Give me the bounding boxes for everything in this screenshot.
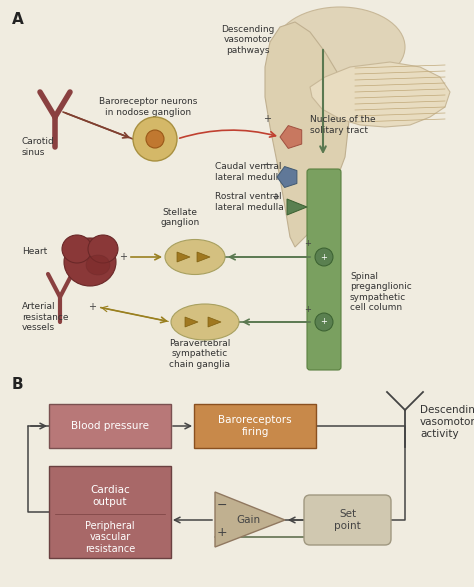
- Text: Caudal ventral
lateral medulla: Caudal ventral lateral medulla: [215, 162, 284, 182]
- Ellipse shape: [64, 238, 116, 286]
- Text: Descending
vasomotor
pathways: Descending vasomotor pathways: [221, 25, 275, 55]
- Ellipse shape: [165, 239, 225, 275]
- Text: Arterial
resistance
vessels: Arterial resistance vessels: [22, 302, 69, 332]
- Text: Paravertebral
sympathetic
chain ganglia: Paravertebral sympathetic chain ganglia: [169, 339, 231, 369]
- Text: Blood pressure: Blood pressure: [71, 421, 149, 431]
- Ellipse shape: [86, 255, 110, 275]
- Text: Descending
vasomotor
activity: Descending vasomotor activity: [420, 406, 474, 438]
- Text: A: A: [12, 12, 24, 27]
- FancyBboxPatch shape: [194, 404, 316, 448]
- Text: Heart: Heart: [22, 248, 47, 257]
- Text: Gain: Gain: [236, 515, 260, 525]
- Circle shape: [315, 248, 333, 266]
- Circle shape: [315, 313, 333, 331]
- Text: Baroreceptor neurons
in nodose ganglion: Baroreceptor neurons in nodose ganglion: [99, 97, 197, 117]
- Polygon shape: [197, 252, 210, 262]
- Text: Peripheral
vascular
resistance: Peripheral vascular resistance: [85, 521, 135, 554]
- Text: Nucleus of the
solitary tract: Nucleus of the solitary tract: [310, 115, 375, 134]
- Polygon shape: [265, 22, 350, 247]
- Polygon shape: [177, 252, 190, 262]
- FancyBboxPatch shape: [49, 466, 171, 558]
- Text: Cardiac
output: Cardiac output: [90, 485, 130, 507]
- Text: +: +: [88, 302, 96, 312]
- Text: Rostral ventral
lateral medulla: Rostral ventral lateral medulla: [215, 193, 284, 212]
- Polygon shape: [287, 199, 307, 215]
- Text: −: −: [264, 160, 273, 170]
- Ellipse shape: [171, 304, 239, 340]
- Text: +: +: [305, 305, 311, 313]
- Text: Carotid
sinus: Carotid sinus: [22, 137, 55, 157]
- Text: +: +: [320, 318, 328, 326]
- Text: Set
point: Set point: [334, 509, 361, 531]
- Text: +: +: [320, 252, 328, 261]
- FancyBboxPatch shape: [307, 169, 341, 370]
- Text: +: +: [271, 192, 279, 202]
- Ellipse shape: [275, 7, 405, 87]
- Ellipse shape: [62, 235, 92, 263]
- Text: −: −: [217, 498, 227, 511]
- Text: +: +: [305, 238, 311, 248]
- Text: +: +: [263, 114, 271, 124]
- Text: +: +: [217, 527, 228, 539]
- Text: B: B: [12, 377, 24, 392]
- Polygon shape: [215, 492, 285, 547]
- Circle shape: [146, 130, 164, 148]
- FancyBboxPatch shape: [304, 495, 391, 545]
- FancyBboxPatch shape: [49, 404, 171, 448]
- Polygon shape: [208, 317, 221, 327]
- Polygon shape: [310, 62, 450, 127]
- Ellipse shape: [88, 235, 118, 263]
- Text: Baroreceptors
firing: Baroreceptors firing: [218, 415, 292, 437]
- Text: Stellate
ganglion: Stellate ganglion: [160, 208, 200, 227]
- Text: +: +: [119, 252, 127, 262]
- Text: Spinal
preganglionic
sympathetic
cell column: Spinal preganglionic sympathetic cell co…: [350, 272, 412, 312]
- Circle shape: [133, 117, 177, 161]
- Polygon shape: [185, 317, 198, 327]
